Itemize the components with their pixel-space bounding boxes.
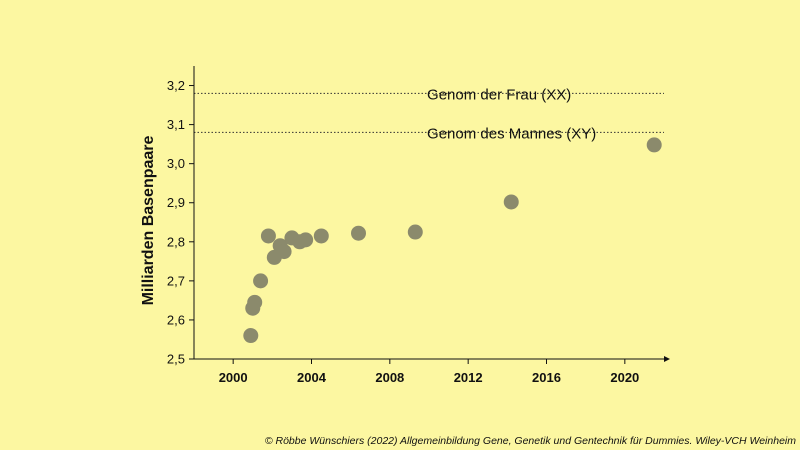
y-tick-label: 2,5 [167, 352, 185, 367]
x-tick-label: 2008 [375, 370, 404, 385]
y-tick-label: 3,0 [167, 156, 185, 171]
y-tick-label: 3,1 [167, 117, 185, 132]
data-point [503, 194, 519, 210]
x-axis-arrow [664, 356, 670, 362]
data-points [243, 137, 662, 344]
y-tick-label: 2,8 [167, 234, 185, 249]
y-axis-label: Milliarden Basenpaare [140, 135, 157, 305]
reference-line-label: Genom des Mannes (XY) [427, 125, 596, 142]
y-tick-label: 2,6 [167, 312, 185, 327]
reference-lines: Genom der Frau (XX) Genom des Mannes (XY) [194, 86, 664, 142]
x-tick-label: 2000 [219, 370, 248, 385]
data-point [247, 294, 263, 310]
data-point [276, 244, 292, 260]
data-point [260, 228, 276, 244]
data-point [646, 137, 662, 153]
copyright-credit: © Röbbe Wünschiers (2022) Allgemeinbildu… [264, 435, 796, 447]
axes: 2,5 2,6 2,7 2,8 2,9 3,0 3,1 3,2 2000 2004 2008 2012… [167, 66, 670, 385]
x-tick-label: 2004 [297, 370, 327, 385]
data-point [351, 225, 366, 241]
x-tick-label: 2020 [610, 370, 639, 385]
y-tick-label: 2,7 [167, 273, 185, 288]
data-point [407, 224, 423, 240]
x-tick-label: 2016 [532, 370, 561, 385]
data-point [313, 228, 329, 244]
data-point [298, 232, 314, 248]
reference-line-label: Genom der Frau (XX) [427, 86, 571, 103]
y-tick-label: 3,2 [167, 78, 185, 93]
x-tick-label: 2012 [454, 370, 483, 385]
y-tick-label: 2,9 [167, 195, 185, 210]
data-point [253, 273, 269, 289]
data-point [243, 328, 259, 344]
